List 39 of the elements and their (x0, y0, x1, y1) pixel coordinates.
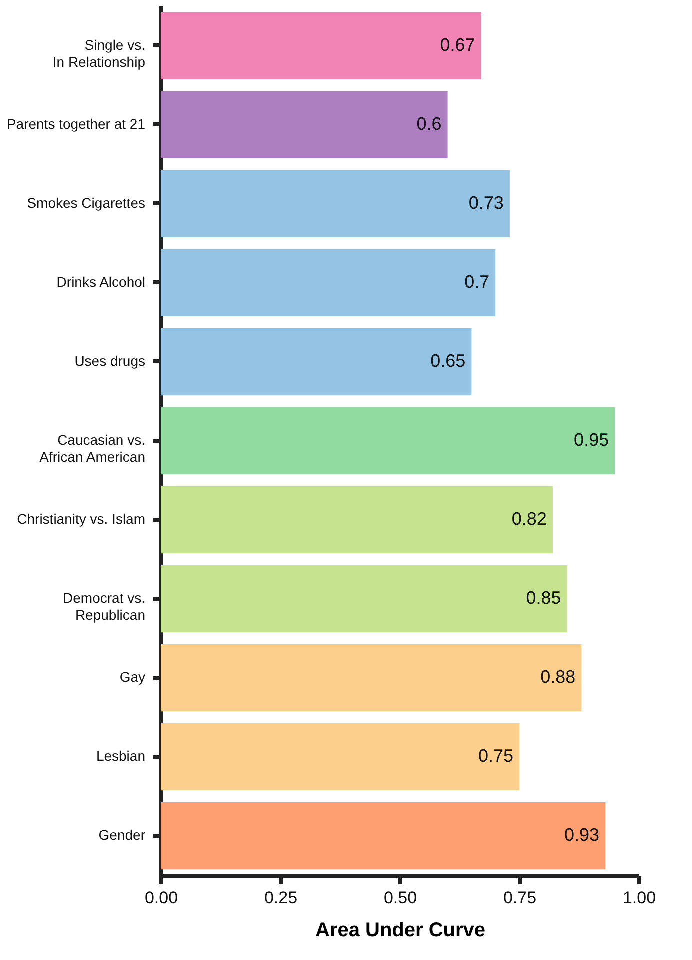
data-label: 0.85 (526, 588, 562, 608)
bar (161, 249, 496, 317)
bar (161, 170, 510, 238)
x-tick-label: 0.75 (503, 888, 537, 908)
y-tick-label: Gender (98, 827, 146, 844)
y-tick-label: Parents together at 21 (6, 116, 146, 132)
y-tick-label: Smokes Cigarettes (27, 194, 146, 211)
bar (161, 802, 606, 870)
data-label: 0.6 (416, 114, 442, 134)
y-tick-label: Caucasian vs. African American (40, 432, 146, 465)
y-tick-label: Lesbian (96, 748, 146, 764)
y-tick-label: Single vs. In Relationship (52, 36, 146, 70)
x-tick-label: 0.00 (144, 888, 178, 908)
bar (161, 565, 568, 633)
x-axis-title: Area Under Curve (315, 920, 486, 942)
bar (161, 644, 582, 712)
x-tick-label: 0.50 (384, 888, 418, 908)
data-label: 0.75 (478, 746, 514, 766)
data-label: 0.7 (464, 272, 490, 292)
y-tick-label: Uses drugs (74, 352, 146, 369)
x-tick-label: 0.25 (264, 888, 298, 908)
data-label: 0.65 (430, 350, 466, 371)
bar (161, 91, 448, 159)
data-label: 0.73 (468, 192, 504, 213)
y-tick-label: Democrat vs. Republican (63, 590, 146, 624)
data-label: 0.67 (440, 34, 476, 55)
y-tick-label: Gay (120, 669, 146, 686)
data-label: 0.95 (574, 430, 610, 450)
bar (161, 12, 482, 80)
x-tick-label: 1.00 (622, 888, 656, 908)
bar (161, 486, 553, 554)
y-tick-label: Christianity vs. Islam (17, 511, 146, 528)
data-label: 0.93 (564, 825, 600, 846)
data-label: 0.82 (512, 509, 547, 530)
bar (161, 328, 472, 396)
data-label: 0.88 (540, 667, 576, 688)
bar (161, 723, 520, 791)
bar (161, 407, 616, 475)
y-tick-label: Drinks Alcohol (56, 274, 146, 290)
